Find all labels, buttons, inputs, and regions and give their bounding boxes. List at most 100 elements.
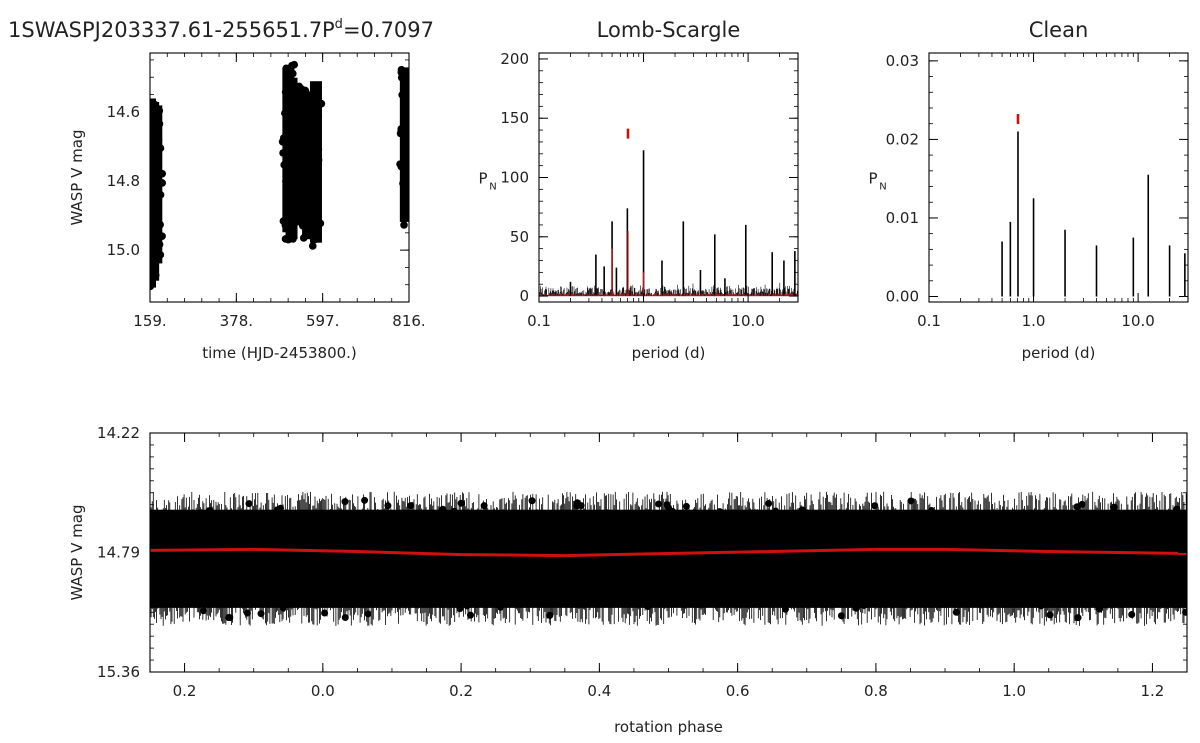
outlier-point [833, 595, 841, 603]
data-point [404, 109, 409, 118]
data-point [295, 122, 304, 131]
data-point [158, 169, 167, 178]
outlier-point [663, 501, 671, 509]
outlier-point [1011, 596, 1019, 604]
outlier-point [225, 613, 233, 621]
plot-frame [538, 52, 799, 303]
y-axis-tick-label: 0.00 [886, 288, 919, 306]
x-axis-tick-label: 0.2 [449, 682, 473, 700]
outlier-point [364, 610, 372, 618]
data-point [150, 260, 157, 268]
outlier-point [871, 502, 879, 510]
outlier-point [245, 500, 253, 508]
outlier-point [374, 510, 382, 518]
outlier-point [546, 611, 554, 619]
data-point [300, 144, 309, 153]
outlier-point [749, 599, 757, 607]
x-axis-tick-label: 0.6 [726, 682, 750, 700]
data-point [282, 108, 290, 116]
data-point [300, 205, 309, 214]
outlier-point [463, 602, 471, 610]
data-point [285, 203, 293, 211]
outlier-point [682, 597, 690, 605]
data-point [302, 124, 310, 132]
outlier-point [311, 599, 319, 607]
outlier-point [398, 515, 406, 523]
outlier-point [480, 502, 488, 510]
data-point [310, 107, 319, 115]
outlier-point [456, 605, 464, 613]
star-id-title: 1SWASPJ203337.61-255651.7 [8, 18, 322, 42]
data-point [141, 162, 149, 170]
outlier-point [1128, 596, 1136, 604]
outlier-point [321, 609, 329, 617]
outlier-point [1128, 611, 1136, 619]
data-point [301, 86, 310, 95]
outlier-point [469, 597, 477, 605]
outlier-point [478, 597, 486, 605]
outlier-point [327, 516, 335, 524]
plot-frame [149, 52, 410, 303]
y-axis-label-subscript: N [489, 182, 496, 193]
data-point [284, 151, 293, 160]
outlier-point [157, 515, 165, 523]
outlier-point [591, 513, 599, 521]
data-point [398, 91, 406, 99]
x-axis-label: period (d) [1022, 344, 1096, 362]
outlier-point [712, 513, 720, 521]
data-point [286, 212, 295, 220]
y-axis-tick-label: 14.6 [107, 103, 140, 121]
outlier-point [798, 506, 806, 514]
outlier-point [655, 500, 663, 508]
outlier-point [1101, 601, 1109, 609]
data-point [288, 223, 296, 232]
data-point [150, 159, 157, 167]
outlier-point [243, 609, 251, 617]
data-point [142, 186, 150, 194]
outlier-point [1095, 599, 1103, 607]
data-point [401, 100, 409, 109]
outlier-point [1046, 611, 1054, 619]
data-point [284, 235, 293, 244]
x-axis-label: period (d) [632, 344, 706, 362]
outlier-point [923, 596, 931, 604]
outlier-point [1078, 500, 1086, 508]
data-point [401, 178, 409, 187]
y-axis-tick-label: 15.0 [107, 241, 140, 259]
data-point [397, 125, 406, 133]
outlier-point [1119, 599, 1127, 607]
x-axis-tick-label: 0.8 [864, 682, 888, 700]
data-point [308, 193, 316, 202]
clean-panel: Clean 0.1 1.0 10.0 0.00 0.01 0.02 0.03 period (d… [868, 18, 1189, 362]
outlier-point [577, 502, 585, 510]
outlier-point [765, 500, 773, 508]
outlier-point [431, 514, 439, 522]
outlier-point [384, 502, 392, 510]
data-point [312, 92, 320, 100]
period-label: Pd=0.7097 [322, 17, 434, 42]
data-point [291, 182, 299, 191]
period-prefix: P [322, 18, 335, 42]
x-axis-tick-label: 816. [392, 312, 425, 330]
data-point [290, 60, 299, 69]
periodogram-trace [539, 150, 798, 297]
lightcurve-panel: 159. 378. 597. 816. 14.6 14.8 15.0 time (HJD-24… [68, 52, 426, 362]
x-axis-tick-label: 0.1 [917, 312, 941, 330]
outlier-point [341, 498, 349, 506]
data-point [312, 170, 321, 179]
y-axis-label-subscript: N [879, 182, 886, 193]
outlier-point [682, 502, 690, 510]
data-point [404, 157, 409, 165]
data-point [278, 138, 287, 146]
outlier-point [644, 603, 652, 611]
data-point [310, 217, 319, 226]
outlier-point [188, 596, 196, 604]
data-point [311, 235, 320, 244]
panel-title: Clean [1029, 18, 1089, 42]
data-point [295, 82, 303, 91]
outlier-point [199, 607, 207, 615]
outlier-point [497, 603, 505, 611]
data-point [151, 271, 160, 280]
data-point [311, 116, 319, 124]
outlier-point [653, 597, 661, 605]
